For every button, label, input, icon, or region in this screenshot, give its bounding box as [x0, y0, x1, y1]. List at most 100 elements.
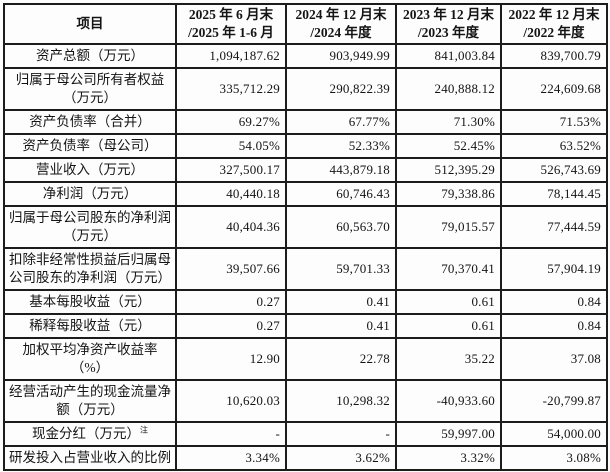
row-label: 归属于母公司所有者权益（万元）: [3, 67, 177, 112]
table-row-debt-ratio-consolidated: 资产负债率（合并） 69.27% 67.77% 71.30% 71.53%: [3, 109, 608, 136]
cell-value: 71.53%: [500, 109, 608, 136]
cell-value: 35.22: [395, 337, 502, 382]
financial-summary-table: 项目 2025 年 6 月末 /2025 年 1-6 月 2024 年 12 月…: [3, 2, 608, 472]
cell-value: 10,298.32: [285, 379, 397, 424]
cell-value: 77,444.59: [500, 205, 608, 250]
cell-value: 71.30%: [395, 109, 502, 136]
cell-value: 54,000.00: [500, 421, 608, 448]
cell-value: 52.33%: [285, 133, 397, 160]
cell-value: 290,822.39: [285, 67, 397, 112]
cell-value: 512,395.29: [395, 157, 502, 184]
row-label: 扣除非经常性损益后归属母公司股东的净利润（万元）: [3, 247, 177, 292]
cell-value: 327,500.17: [175, 157, 287, 184]
row-label: 资产负债率（合并）: [3, 109, 177, 136]
cell-value: 0.41: [285, 313, 397, 340]
cell-value: 67.77%: [285, 109, 397, 136]
cell-value: -40,933.60: [395, 379, 502, 424]
cell-value: 63.52%: [500, 133, 608, 160]
cell-value: 3.62%: [285, 445, 397, 472]
cell-value: 0.61: [395, 289, 502, 316]
period-line1: 2023 年 12 月末: [402, 7, 495, 22]
row-label: 加权平均净资产收益率（%）: [3, 337, 177, 382]
table-header-row: 项目 2025 年 6 月末 /2025 年 1-6 月 2024 年 12 月…: [3, 2, 608, 46]
table-row-parent-equity: 归属于母公司所有者权益（万元） 335,712.29 290,822.39 24…: [3, 67, 608, 112]
row-label: 经营活动产生的现金流量净额（万元）: [3, 379, 177, 424]
period-line1: 2025 年 6 月末: [188, 7, 274, 22]
period-line2: /2025 年 1-6 月: [188, 25, 274, 41]
table-row-diluted-eps: 稀释每股收益（元） 0.27 0.41 0.61 0.84: [3, 313, 608, 340]
cell-value: -: [285, 421, 397, 448]
cell-value: 0.27: [175, 289, 287, 316]
header-cell-period-2024: 2024 年 12 月末 /2024 年度: [285, 2, 397, 46]
cell-value: 526,743.69: [500, 157, 608, 184]
footnote-marker: 注: [140, 425, 148, 435]
period-line1: 2024 年 12 月末: [295, 7, 387, 22]
header-cell-item: 项目: [3, 2, 177, 46]
cell-value: -: [175, 421, 287, 448]
table-row-net-profit-parent: 归属于母公司股东的净利润（万元） 40,404.36 60,563.70 79,…: [3, 205, 608, 250]
table-row-basic-eps: 基本每股收益（元） 0.27 0.41 0.61 0.84: [3, 289, 608, 316]
cell-value: 60,563.70: [285, 205, 397, 250]
cell-value: 60,746.43: [285, 181, 397, 208]
cell-value: 69.27%: [175, 109, 287, 136]
cell-value: 335,712.29: [175, 67, 287, 112]
row-label: 研发投入占营业收入的比例: [3, 445, 177, 472]
cell-value: 841,003.84: [395, 43, 502, 70]
cell-value: 22.78: [285, 337, 397, 382]
table-row-net-profit-deducted: 扣除非经常性损益后归属母公司股东的净利润（万元） 39,507.66 59,70…: [3, 247, 608, 292]
header-cell-period-2025: 2025 年 6 月末 /2025 年 1-6 月: [175, 2, 287, 46]
row-label: 基本每股收益（元）: [3, 289, 177, 316]
table-row-revenue: 营业收入（万元） 327,500.17 443,879.18 512,395.2…: [3, 157, 608, 184]
cell-value: 37.08: [500, 337, 608, 382]
cell-value: 1,094,187.62: [175, 43, 287, 70]
row-label: 营业收入（万元）: [3, 157, 177, 184]
cell-value: 839,700.79: [500, 43, 608, 70]
table-row-operating-cash-flow: 经营活动产生的现金流量净额（万元） 10,620.03 10,298.32 -4…: [3, 379, 608, 424]
cell-value: 443,879.18: [285, 157, 397, 184]
row-label: 归属于母公司股东的净利润（万元）: [3, 205, 177, 250]
cell-value: 240,888.12: [395, 67, 502, 112]
table-row-debt-ratio-parent: 资产负债率（母公司） 54.05% 52.33% 52.45% 63.52%: [3, 133, 608, 160]
cell-value: 0.84: [500, 289, 608, 316]
cell-value: 79,015.57: [395, 205, 502, 250]
cell-value: 0.84: [500, 313, 608, 340]
cell-value: 224,609.68: [500, 67, 608, 112]
period-line2: /2023 年度: [417, 25, 480, 41]
cell-value: 59,701.33: [285, 247, 397, 292]
header-cell-period-2023: 2023 年 12 月末 /2023 年度: [395, 2, 502, 46]
cell-value: 39,507.66: [175, 247, 287, 292]
cell-value: 57,904.19: [500, 247, 608, 292]
cell-value: 40,404.36: [175, 205, 287, 250]
table-row-cash-dividend: 现金分红（万元）注 - - 59,997.00 54,000.00: [3, 421, 608, 448]
cell-value: 903,949.99: [285, 43, 397, 70]
table-row-rd-ratio: 研发投入占营业收入的比例 3.34% 3.62% 3.32% 3.08%: [3, 445, 608, 472]
period-line2: /2022 年度: [523, 25, 585, 41]
cell-value: 52.45%: [395, 133, 502, 160]
cell-value: 0.61: [395, 313, 502, 340]
row-label-text: 现金分红（万元）: [32, 425, 140, 441]
cell-value: 3.34%: [175, 445, 287, 472]
cell-value: 3.32%: [395, 445, 502, 472]
cell-value: 10,620.03: [175, 379, 287, 424]
cell-value: 78,144.45: [500, 181, 608, 208]
cell-value: 54.05%: [175, 133, 287, 160]
row-label: 资产总额（万元）: [3, 43, 177, 70]
row-label: 现金分红（万元）注: [3, 421, 177, 448]
period-line1: 2022 年 12 月末: [508, 7, 600, 22]
cell-value: 12.90: [175, 337, 287, 382]
cell-value: 79,338.86: [395, 181, 502, 208]
table-row-net-profit: 净利润（万元） 40,440.18 60,746.43 79,338.86 78…: [3, 181, 608, 208]
row-label: 净利润（万元）: [3, 181, 177, 208]
row-label: 资产负债率（母公司）: [3, 133, 177, 160]
cell-value: 0.27: [175, 313, 287, 340]
cell-value: 0.41: [285, 289, 397, 316]
row-label: 稀释每股收益（元）: [3, 313, 177, 340]
cell-value: 40,440.18: [175, 181, 287, 208]
cell-value: -20,799.87: [500, 379, 608, 424]
cell-value: 3.08%: [500, 445, 608, 472]
period-line2: /2024 年度: [310, 25, 372, 41]
table-row-total-assets: 资产总额（万元） 1,094,187.62 903,949.99 841,003…: [3, 43, 608, 70]
cell-value: 70,370.41: [395, 247, 502, 292]
cell-value: 59,997.00: [395, 421, 502, 448]
